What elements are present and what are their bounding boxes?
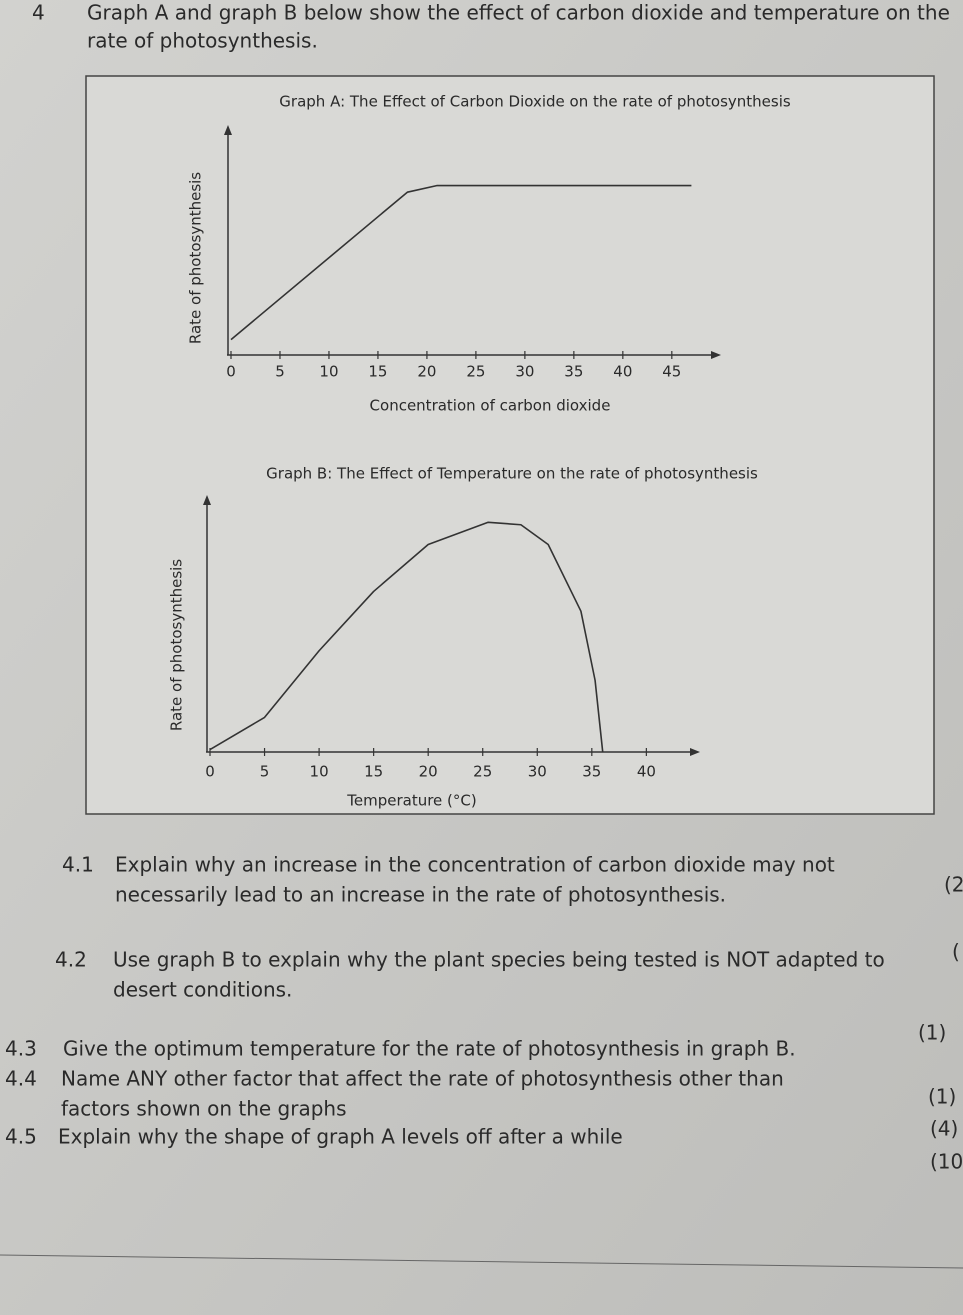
- total-marks: (10: [930, 1150, 963, 1174]
- subquestion-text: Explain why the shape of graph A levels …: [58, 1125, 623, 1149]
- x-tick-label: 0: [205, 763, 215, 781]
- subquestion-number: 4.2: [55, 948, 87, 972]
- x-tick-label: 45: [662, 363, 681, 381]
- y-axis-arrow: [203, 495, 211, 505]
- subquestion-number: 4.4: [5, 1067, 37, 1091]
- subquestion-text: Name ANY other factor that affect the ra…: [61, 1067, 784, 1091]
- x-tick-label: 25: [473, 763, 492, 781]
- curve: [209, 521, 604, 753]
- subquestion-text: necessarily lead to an increase in the r…: [115, 883, 726, 907]
- marks: (4): [930, 1117, 958, 1141]
- subquestion-text: Use graph B to explain why the plant spe…: [113, 948, 885, 972]
- x-axis-label: Temperature (°C): [346, 792, 476, 810]
- marks: (1): [918, 1021, 946, 1045]
- x-tick-label: 5: [260, 763, 270, 781]
- x-tick-label: 40: [637, 763, 656, 781]
- x-tick-label: 30: [528, 763, 547, 781]
- subquestion-text: Give the optimum temperature for the rat…: [63, 1037, 796, 1061]
- x-tick-label: 20: [417, 363, 436, 381]
- x-tick-label: 0: [226, 363, 236, 381]
- x-tick-label: 10: [310, 763, 329, 781]
- graph-box: [85, 75, 935, 815]
- marks: (: [952, 940, 960, 964]
- x-tick-label: 15: [364, 763, 383, 781]
- y-axis-label: Rate of photosynthesis: [187, 172, 205, 344]
- x-tick-label: 35: [564, 363, 583, 381]
- subquestion-text: factors shown on the graphs: [61, 1097, 347, 1121]
- y-axis-arrow: [224, 125, 232, 135]
- x-tick-label: 35: [582, 763, 601, 781]
- subquestion-text: Explain why an increase in the concentra…: [115, 853, 835, 877]
- subquestion-number: 4.3: [5, 1037, 37, 1061]
- x-axis-label: Concentration of carbon dioxide: [370, 397, 611, 415]
- x-axis-arrow: [711, 351, 721, 359]
- chart-title: Graph B: The Effect of Temperature on th…: [266, 465, 758, 483]
- page-edge: [0, 1254, 963, 1269]
- x-tick-label: 30: [515, 363, 534, 381]
- question-text: rate of photosynthesis.: [87, 29, 318, 53]
- x-tick-label: 5: [275, 363, 285, 381]
- curve: [230, 184, 692, 341]
- subquestion-number: 4.1: [62, 853, 94, 877]
- subquestion-number: 4.5: [5, 1125, 37, 1149]
- subquestion-text: desert conditions.: [113, 978, 292, 1002]
- marks: (2: [944, 873, 963, 897]
- question-text: Graph A and graph B below show the effec…: [87, 1, 950, 25]
- x-tick-label: 25: [466, 363, 485, 381]
- x-tick-label: 40: [613, 363, 632, 381]
- x-axis-arrow: [690, 748, 700, 756]
- x-tick-label: 15: [368, 363, 387, 381]
- question-number: 4: [32, 1, 45, 25]
- x-tick-label: 10: [319, 363, 338, 381]
- chart-title: Graph A: The Effect of Carbon Dioxide on…: [279, 93, 791, 111]
- x-tick-label: 20: [419, 763, 438, 781]
- y-axis-label: Rate of photosynthesis: [168, 559, 186, 731]
- marks: (1): [928, 1085, 956, 1109]
